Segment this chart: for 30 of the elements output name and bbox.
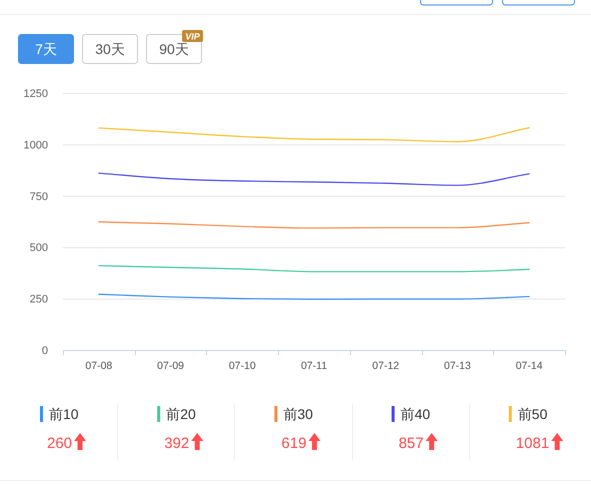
y-tick-label: 500: [30, 242, 48, 254]
y-tick-label: 750: [30, 190, 48, 203]
x-tick-label: 07-13: [444, 360, 472, 372]
text: 30天: [95, 41, 125, 57]
x-tick-label: 07-09: [157, 360, 184, 372]
legend-label: 前30: [283, 406, 314, 422]
x-tick-label: 07-14: [516, 360, 543, 372]
legend-label: 前20: [166, 406, 196, 422]
text: 857: [398, 435, 424, 452]
line-series: [98, 172, 530, 186]
text: 392: [164, 435, 190, 452]
x-tick-label: 07-12: [372, 360, 400, 372]
y-tick-label: 1000: [24, 139, 48, 152]
legend-label: 前40: [400, 406, 430, 422]
text: 7天: [35, 41, 57, 57]
x-tick-label: 07-10: [228, 360, 256, 372]
y-tick-label: 250: [30, 294, 48, 306]
line-series: [98, 221, 530, 229]
text: 90天: [159, 41, 189, 57]
x-tick-label: 07-08: [85, 360, 112, 372]
text: VIP: [185, 32, 201, 42]
legend-label: 前10: [49, 406, 79, 422]
y-tick-label: 0: [42, 345, 48, 357]
legend-label: 前50: [518, 406, 548, 422]
y-tick-label: 1250: [24, 88, 48, 100]
text: 619: [281, 435, 306, 452]
text: 1081: [516, 435, 550, 452]
line-series: [98, 127, 530, 142]
text: 260: [47, 435, 72, 452]
x-tick-label: 07-11: [300, 360, 328, 372]
